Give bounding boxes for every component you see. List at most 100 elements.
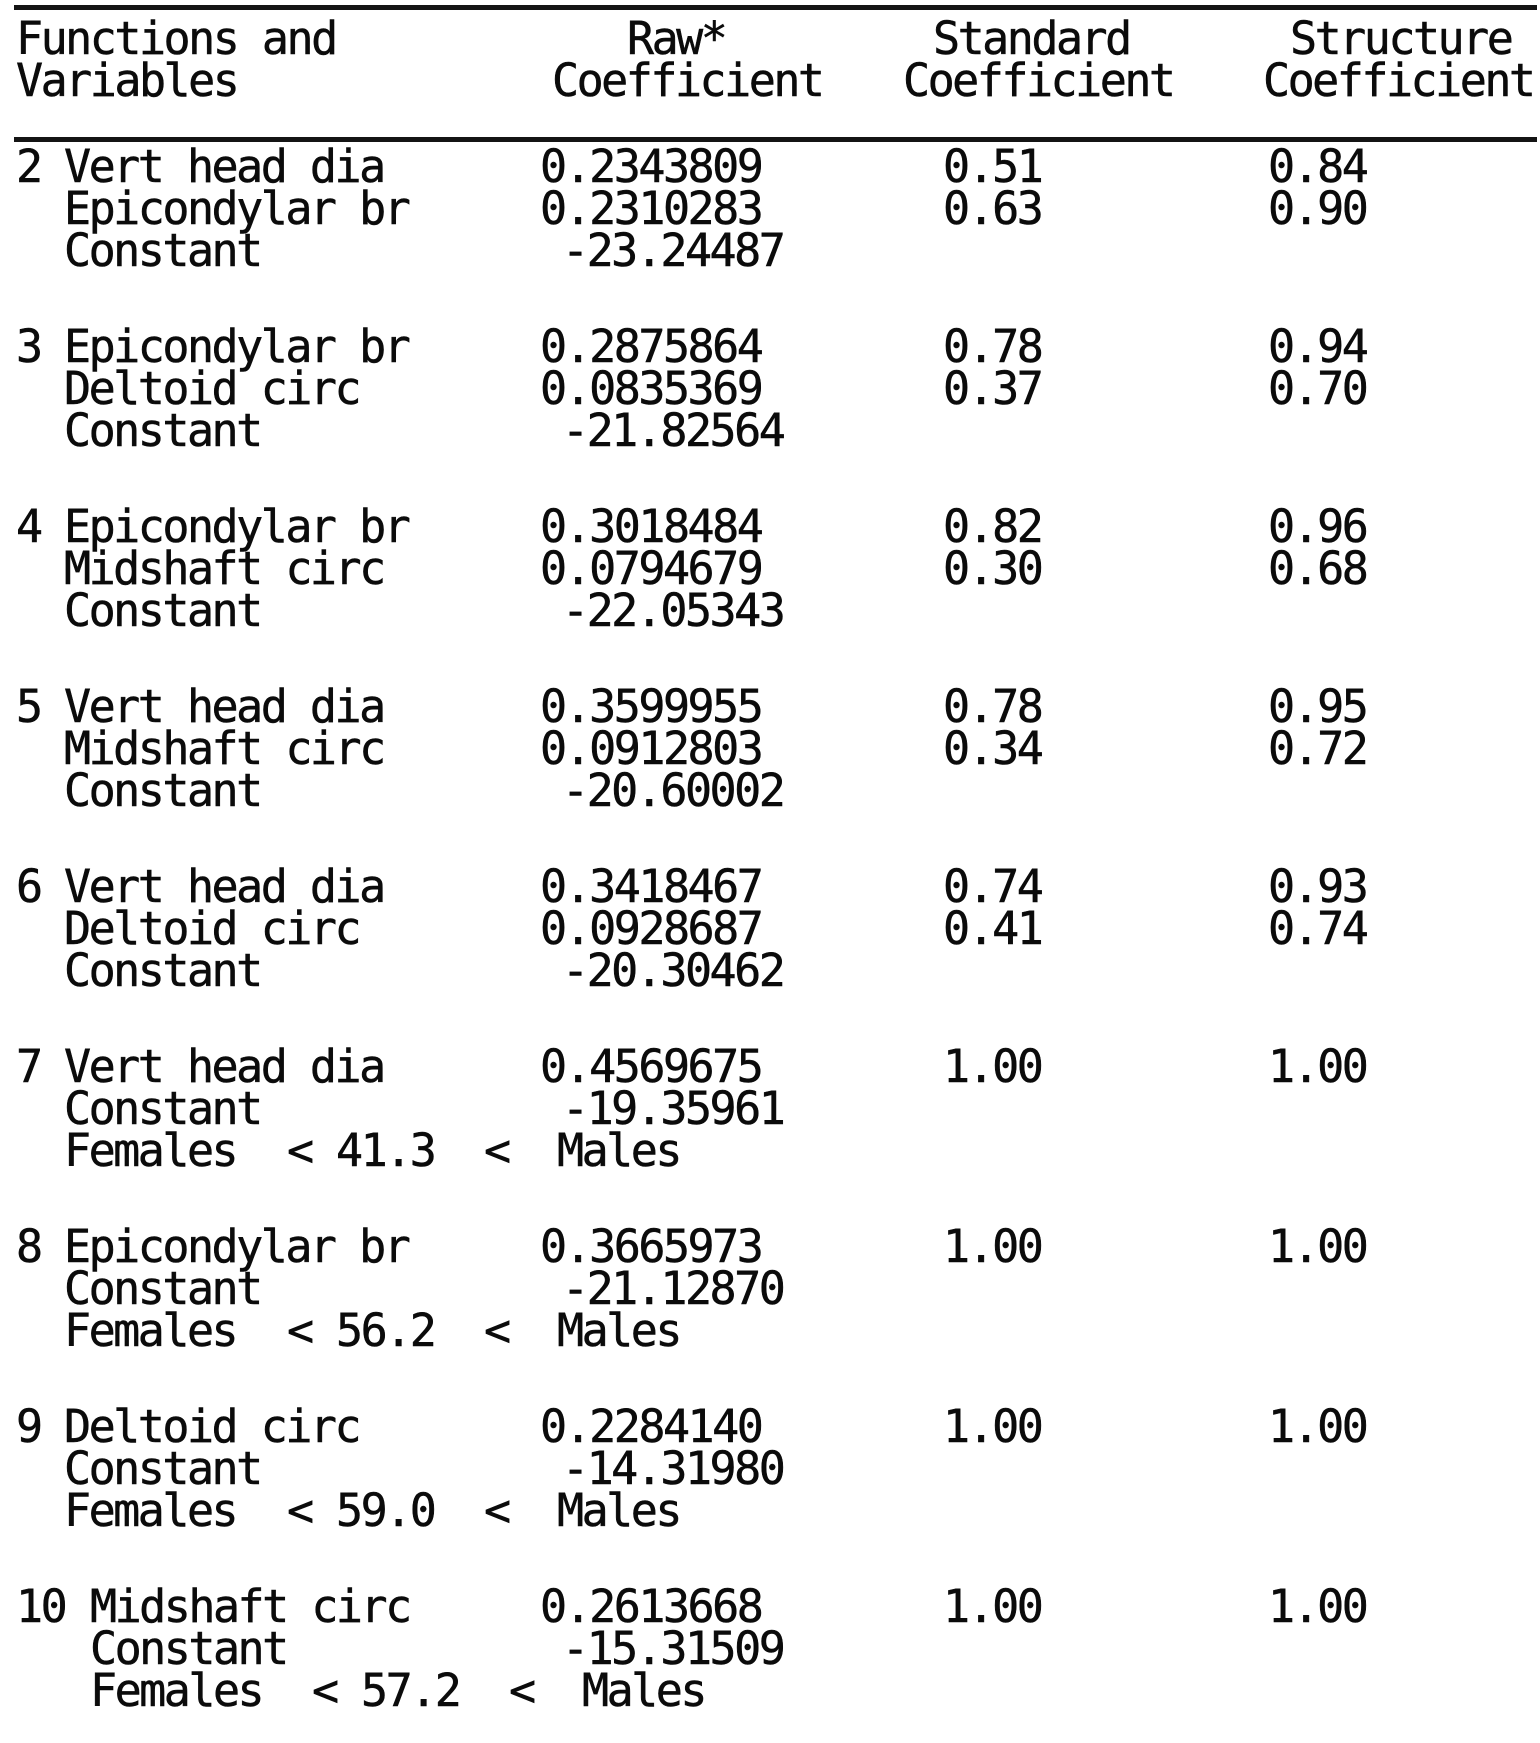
sectioning-threshold-value: 57.2 bbox=[361, 1664, 462, 1717]
sectioning-point-row: Females < 56.2 < Males bbox=[0, 1304, 1540, 1357]
constant-label: Constant bbox=[64, 764, 264, 817]
table-row: 6 Vert head dia 0.3418467 0.74 0.93 bbox=[0, 860, 1540, 913]
less-than-icon: < bbox=[287, 1304, 315, 1357]
function-group-9: 9 Deltoid circ 0.2284140 1.00 1.00 Const… bbox=[0, 1400, 1540, 1537]
table-row: 4 Epicondylar br 0.3018484 0.82 0.96 bbox=[0, 500, 1540, 553]
standard-coefficient-value: 0.37 bbox=[943, 362, 1044, 415]
table-row: Deltoid circ 0.0835369 0.37 0.70 bbox=[0, 362, 1540, 415]
table-row: 10 Midshaft circ 0.2613668 1.00 1.00 bbox=[0, 1580, 1540, 1633]
variable-name: Deltoid circ bbox=[64, 1400, 362, 1453]
raw-coefficient-value: 0.0794679 bbox=[540, 542, 764, 595]
sectioning-threshold-value: 56.2 bbox=[336, 1304, 437, 1357]
structure-coefficient-value: 0.96 bbox=[1268, 500, 1369, 553]
constant-label: Constant bbox=[64, 1262, 264, 1315]
standard-coefficient-value: 1.00 bbox=[943, 1580, 1044, 1633]
raw-coefficient-value: 0.0928687 bbox=[540, 902, 764, 955]
less-than-icon: < bbox=[484, 1484, 512, 1537]
constant-label: Constant bbox=[64, 584, 264, 637]
standard-coefficient-value: 0.82 bbox=[943, 500, 1044, 553]
structure-coefficient-value: 0.95 bbox=[1268, 680, 1369, 733]
table-row: Constant -21.12870 bbox=[0, 1262, 1540, 1315]
table-header-line2: Variables Coefficient Coefficient Coeffi… bbox=[0, 54, 1540, 107]
structure-coefficient-value: 0.70 bbox=[1268, 362, 1369, 415]
constant-label: Constant bbox=[64, 224, 264, 277]
structure-coefficient-value: 0.94 bbox=[1268, 320, 1369, 373]
raw-coefficient-value: 0.0835369 bbox=[540, 362, 764, 415]
variable-name: Epicondylar br bbox=[64, 320, 411, 373]
structure-coefficient-value: 0.68 bbox=[1268, 542, 1369, 595]
header-standard-line2: Coefficient bbox=[903, 54, 1177, 107]
function-group-10: 10 Midshaft circ 0.2613668 1.00 1.00 Con… bbox=[0, 1580, 1540, 1717]
table-row: Constant -21.82564 bbox=[0, 404, 1540, 457]
sectioning-males-label: Males bbox=[582, 1664, 708, 1717]
standard-coefficient-value: 0.51 bbox=[943, 140, 1044, 193]
table-row: 3 Epicondylar br 0.2875864 0.78 0.94 bbox=[0, 320, 1540, 373]
table-row: Midshaft circ 0.0794679 0.30 0.68 bbox=[0, 542, 1540, 595]
constant-value: -19.35961 bbox=[562, 1082, 786, 1135]
structure-coefficient-value: 1.00 bbox=[1268, 1580, 1369, 1633]
table-rule-top bbox=[14, 5, 1537, 10]
standard-coefficient-value: 0.63 bbox=[943, 182, 1044, 235]
table-row: Constant -20.60002 bbox=[0, 764, 1540, 817]
less-than-icon: < bbox=[484, 1304, 512, 1357]
constant-label: Constant bbox=[64, 1082, 264, 1135]
standard-coefficient-value: 0.74 bbox=[943, 860, 1044, 913]
function-number: 8 bbox=[16, 1220, 44, 1273]
table-row: Constant -15.31509 bbox=[0, 1626, 1540, 1672]
function-number: 10 bbox=[16, 1580, 68, 1633]
function-number: 3 bbox=[16, 320, 44, 373]
sectioning-threshold-value: 59.0 bbox=[336, 1484, 437, 1537]
header-standard-line1: Standard bbox=[933, 12, 1133, 65]
structure-coefficient-value: 1.00 bbox=[1268, 1040, 1369, 1093]
sectioning-threshold-value: 41.3 bbox=[336, 1124, 437, 1177]
constant-label: Constant bbox=[64, 944, 264, 997]
sectioning-males-label: Males bbox=[557, 1304, 683, 1357]
standard-coefficient-value: 1.00 bbox=[943, 1040, 1044, 1093]
table-row: 7 Vert head dia 0.4569675 1.00 1.00 bbox=[0, 1040, 1540, 1093]
table-row: 2 Vert head dia 0.2343809 0.51 0.84 bbox=[0, 140, 1540, 193]
function-number: 5 bbox=[16, 680, 44, 733]
header-raw-line1: Raw* bbox=[627, 12, 728, 65]
table-row: Deltoid circ 0.0928687 0.41 0.74 bbox=[0, 902, 1540, 955]
function-group-3: 3 Epicondylar br 0.2875864 0.78 0.94 Del… bbox=[0, 320, 1540, 457]
variable-name: Epicondylar br bbox=[64, 500, 411, 553]
variable-name: Deltoid circ bbox=[64, 362, 362, 415]
header-structure-line1: Structure bbox=[1290, 12, 1514, 65]
structure-coefficient-value: 0.90 bbox=[1268, 182, 1369, 235]
function-group-8: 8 Epicondylar br 0.3665973 1.00 1.00 Con… bbox=[0, 1220, 1540, 1357]
constant-value: -20.60002 bbox=[562, 764, 786, 817]
constant-label: Constant bbox=[64, 404, 264, 457]
structure-coefficient-value: 0.74 bbox=[1268, 902, 1369, 955]
table-header-line1: Functions and Raw* Standard Structure bbox=[0, 12, 1540, 65]
structure-coefficient-value: 1.00 bbox=[1268, 1220, 1369, 1273]
variable-name: Midshaft circ bbox=[90, 1580, 413, 1633]
sectioning-females-label: Females bbox=[90, 1664, 265, 1717]
table-row: Midshaft circ 0.0912803 0.34 0.72 bbox=[0, 722, 1540, 775]
raw-coefficient-value: 0.2875864 bbox=[540, 320, 764, 373]
sectioning-males-label: Males bbox=[557, 1124, 683, 1177]
function-group-7: 7 Vert head dia 0.4569675 1.00 1.00 Cons… bbox=[0, 1040, 1540, 1177]
structure-coefficient-value: 0.72 bbox=[1268, 722, 1369, 775]
standard-coefficient-value: 0.78 bbox=[943, 320, 1044, 373]
function-group-4: 4 Epicondylar br 0.3018484 0.82 0.96 Mid… bbox=[0, 500, 1540, 637]
raw-coefficient-value: 0.2284140 bbox=[540, 1400, 764, 1453]
raw-coefficient-value: 0.3018484 bbox=[540, 500, 764, 553]
table-row: Constant -22.05343 bbox=[0, 584, 1540, 637]
sectioning-point-row: Females < 41.3 < Males bbox=[0, 1124, 1540, 1177]
sectioning-point-row: Females < 57.2 < Males bbox=[0, 1664, 1540, 1717]
raw-coefficient-value: 0.3665973 bbox=[540, 1220, 764, 1273]
variable-name: Vert head dia bbox=[64, 140, 387, 193]
variable-name: Epicondylar br bbox=[64, 1220, 411, 1273]
variable-name: Epicondylar br bbox=[64, 182, 411, 235]
function-number: 9 bbox=[16, 1400, 44, 1453]
table-row: Constant -14.31980 bbox=[0, 1442, 1540, 1495]
standard-coefficient-value: 0.34 bbox=[943, 722, 1044, 775]
header-functions-line2: Variables bbox=[16, 54, 240, 107]
constant-value: -14.31980 bbox=[562, 1442, 786, 1495]
structure-coefficient-value: 1.00 bbox=[1268, 1400, 1369, 1453]
table-row: Epicondylar br 0.2310283 0.63 0.90 bbox=[0, 182, 1540, 235]
less-than-icon: < bbox=[509, 1664, 537, 1717]
raw-coefficient-value: 0.0912803 bbox=[540, 722, 764, 775]
standard-coefficient-value: 0.41 bbox=[943, 902, 1044, 955]
constant-value: -23.24487 bbox=[562, 224, 786, 277]
